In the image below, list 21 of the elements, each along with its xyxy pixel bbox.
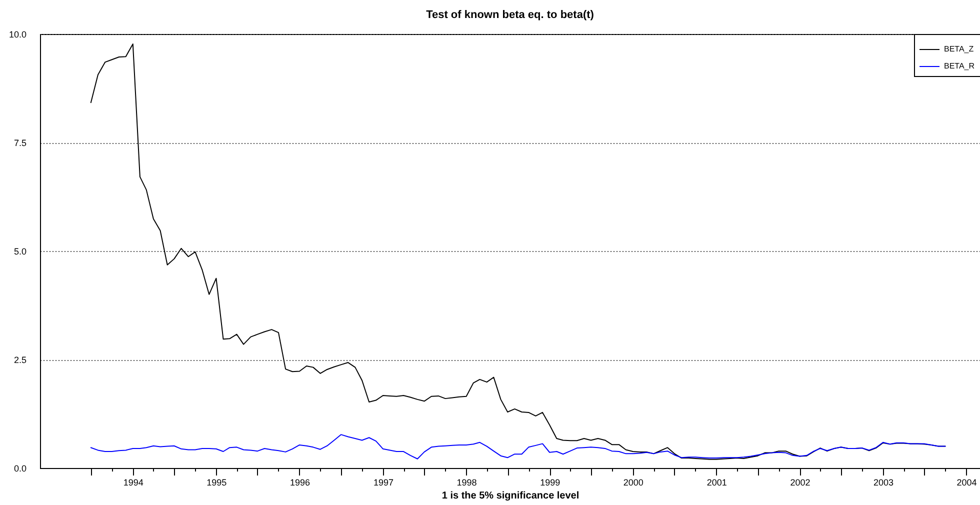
x-tick-label: 1996: [290, 478, 310, 488]
x-tick-label: 2003: [873, 478, 894, 488]
x-tick-label: 1997: [373, 478, 394, 488]
line-series: [90, 434, 946, 460]
y-tick-label: 0.0: [14, 464, 26, 474]
x-tick-label: 2000: [623, 478, 644, 488]
legend-label: BETA_R: [944, 62, 975, 70]
x-tick-label: 1994: [123, 478, 144, 488]
legend-label: BETA_Z: [944, 44, 974, 54]
x-tick-label: 2004: [956, 478, 977, 488]
x-tick-label: 2001: [706, 478, 727, 488]
x-tick-label: 1995: [206, 478, 227, 488]
x-tick-label: 2002: [790, 478, 810, 488]
y-tick-label: 7.5: [14, 138, 26, 148]
x-tick-label: 1999: [540, 478, 560, 488]
y-tick-label: 5.0: [14, 246, 26, 256]
chart-title: Test of known beta eq. to beta(t): [426, 9, 594, 21]
x-tick-label: 1998: [456, 478, 477, 488]
x-axis-title: 1 is the 5% significance level: [442, 490, 580, 502]
y-tick-label: 10.0: [8, 30, 26, 40]
y-tick-label: 2.5: [14, 355, 26, 365]
